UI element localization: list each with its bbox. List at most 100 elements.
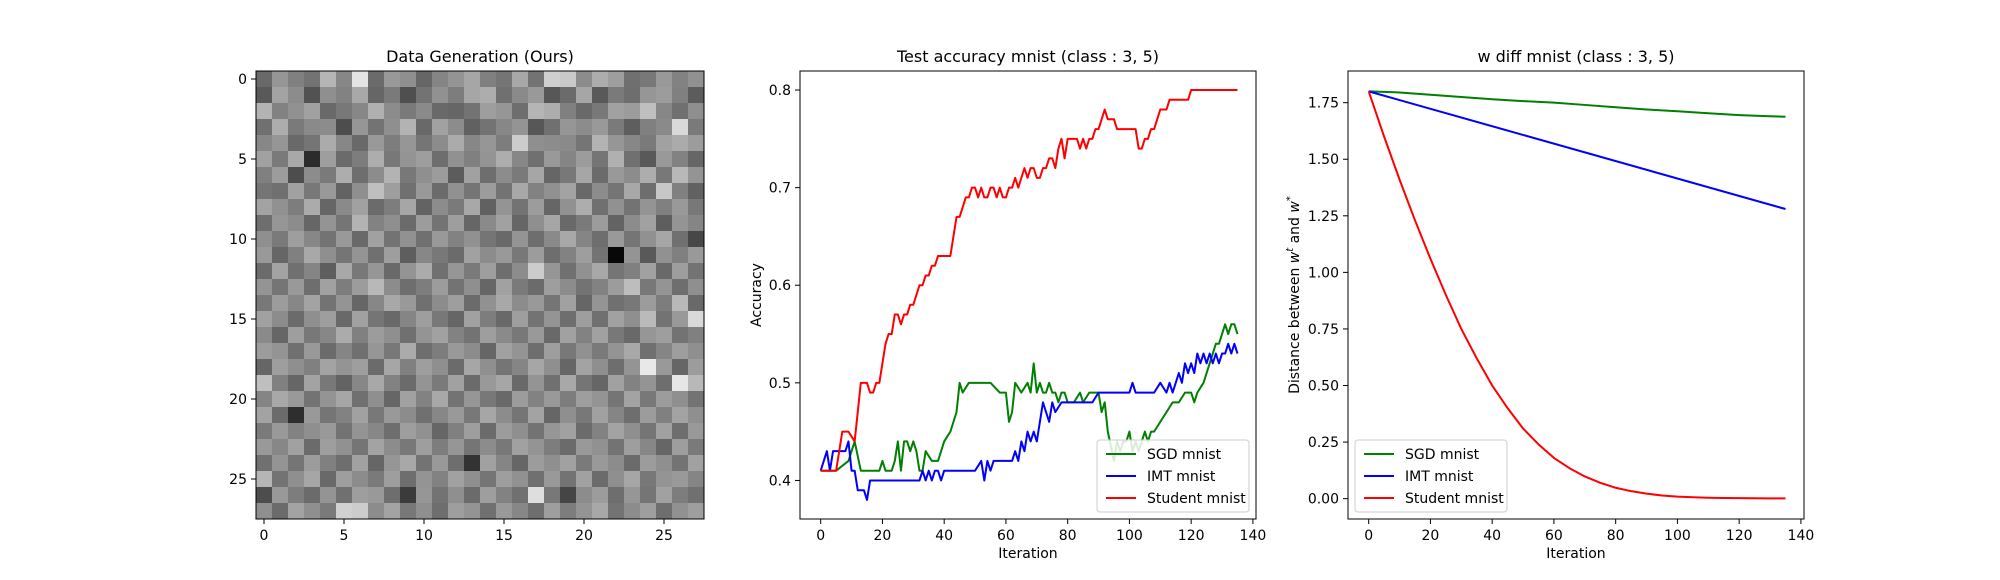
heatmap-cell [672, 103, 689, 120]
heatmap-cell [560, 327, 577, 344]
heatmap-cell [512, 263, 529, 280]
heatmap-cell [272, 263, 289, 280]
accuracy-x-tick-label: 40 [935, 528, 953, 544]
heatmap-cell [352, 455, 369, 472]
heatmap-cell [480, 167, 497, 184]
heatmap-cell [416, 279, 433, 296]
heatmap-cell [400, 151, 417, 168]
heatmap-cell [304, 407, 321, 424]
heatmap-cell [400, 103, 417, 120]
heatmap-cell [256, 439, 273, 456]
heatmap-cell [672, 167, 689, 184]
heatmap-cell [272, 183, 289, 200]
heatmap-cell [384, 183, 401, 200]
heatmap-cell [464, 103, 481, 120]
heatmap-cell [560, 231, 577, 248]
heatmap-cell [272, 343, 289, 360]
heatmap-cell [672, 423, 689, 440]
heatmap-cell [384, 119, 401, 136]
heatmap-cell [544, 279, 561, 296]
heatmap-cell [256, 343, 273, 360]
heatmap-cell [496, 375, 513, 392]
heatmap-cell [448, 119, 465, 136]
heatmap-cell [592, 167, 609, 184]
heatmap-cell [416, 343, 433, 360]
heatmap-y-tick-label: 20 [229, 392, 247, 408]
heatmap-cell [624, 295, 641, 312]
accuracy-frame [799, 70, 1257, 520]
heatmap-cell [384, 71, 401, 88]
heatmap-cell [544, 103, 561, 120]
heatmap-cell [496, 167, 513, 184]
heatmap-cell [384, 407, 401, 424]
heatmap-cell [384, 439, 401, 456]
heatmap-cell [560, 135, 577, 152]
wdiff-legend-label: Student mnist [1405, 491, 1504, 507]
heatmap-cell [464, 199, 481, 216]
heatmap-cell [496, 231, 513, 248]
heatmap-cell [464, 87, 481, 104]
accuracy-y-ticks: 0.4 0.5 0.6 0.7 0.8 [769, 83, 800, 489]
heatmap-cell [608, 471, 625, 488]
heatmap-cell [256, 391, 273, 408]
heatmap-cell [432, 503, 449, 520]
heatmap-cell [544, 199, 561, 216]
heatmap-cell [304, 391, 321, 408]
heatmap-cell [544, 423, 561, 440]
heatmap-cell [320, 279, 337, 296]
heatmap-cell [576, 407, 593, 424]
heatmap-cell [480, 119, 497, 136]
heatmap-cell [288, 295, 305, 312]
heatmap-cell [304, 311, 321, 328]
heatmap-cell [352, 503, 369, 520]
heatmap-cell [688, 423, 705, 440]
heatmap-cell [608, 103, 625, 120]
heatmap-cell [368, 455, 385, 472]
heatmap-cell [576, 311, 593, 328]
heatmap-cell [592, 359, 609, 376]
accuracy-y-tick-label: 0.7 [769, 181, 791, 197]
heatmap-cell [512, 231, 529, 248]
heatmap-cell [336, 439, 353, 456]
heatmap-cell [656, 199, 673, 216]
heatmap-cell [352, 471, 369, 488]
heatmap-cell [272, 71, 289, 88]
accuracy-y-tick-label: 0.6 [769, 278, 791, 294]
heatmap-cell [288, 231, 305, 248]
heatmap-cell [672, 439, 689, 456]
heatmap-cell [640, 359, 657, 376]
wdiff-y-tick-label: 0.50 [1308, 379, 1339, 395]
heatmap-cell [304, 247, 321, 264]
heatmap-cell [352, 199, 369, 216]
heatmap-cell [416, 215, 433, 232]
heatmap-cell [320, 167, 337, 184]
heatmap-cell [256, 151, 273, 168]
heatmap-cell [688, 135, 705, 152]
heatmap-cell [688, 263, 705, 280]
heatmap-cell [576, 391, 593, 408]
heatmap-cell [640, 215, 657, 232]
heatmap-cell [416, 487, 433, 504]
wdiff-x-tick-label: 100 [1664, 528, 1691, 544]
heatmap-cell [288, 375, 305, 392]
heatmap-cell [352, 183, 369, 200]
heatmap-cell [416, 439, 433, 456]
heatmap-cell [320, 151, 337, 168]
heatmap-cell [432, 279, 449, 296]
heatmap-cell [624, 231, 641, 248]
heatmap-cell [448, 199, 465, 216]
heatmap-cell [608, 407, 625, 424]
accuracy-x-label: Iteration [998, 546, 1057, 562]
heatmap-cell [640, 199, 657, 216]
heatmap-cell [400, 247, 417, 264]
heatmap-cell [560, 439, 577, 456]
heatmap-cell [272, 487, 289, 504]
heatmap-cell [512, 311, 529, 328]
heatmap-cell [336, 455, 353, 472]
heatmap-cell [448, 71, 465, 88]
wdiff-y-tick-label: 0.75 [1308, 322, 1339, 338]
heatmap-cell [592, 503, 609, 520]
heatmap-cell [688, 311, 705, 328]
heatmap-cell [672, 183, 689, 200]
heatmap-cell [384, 311, 401, 328]
